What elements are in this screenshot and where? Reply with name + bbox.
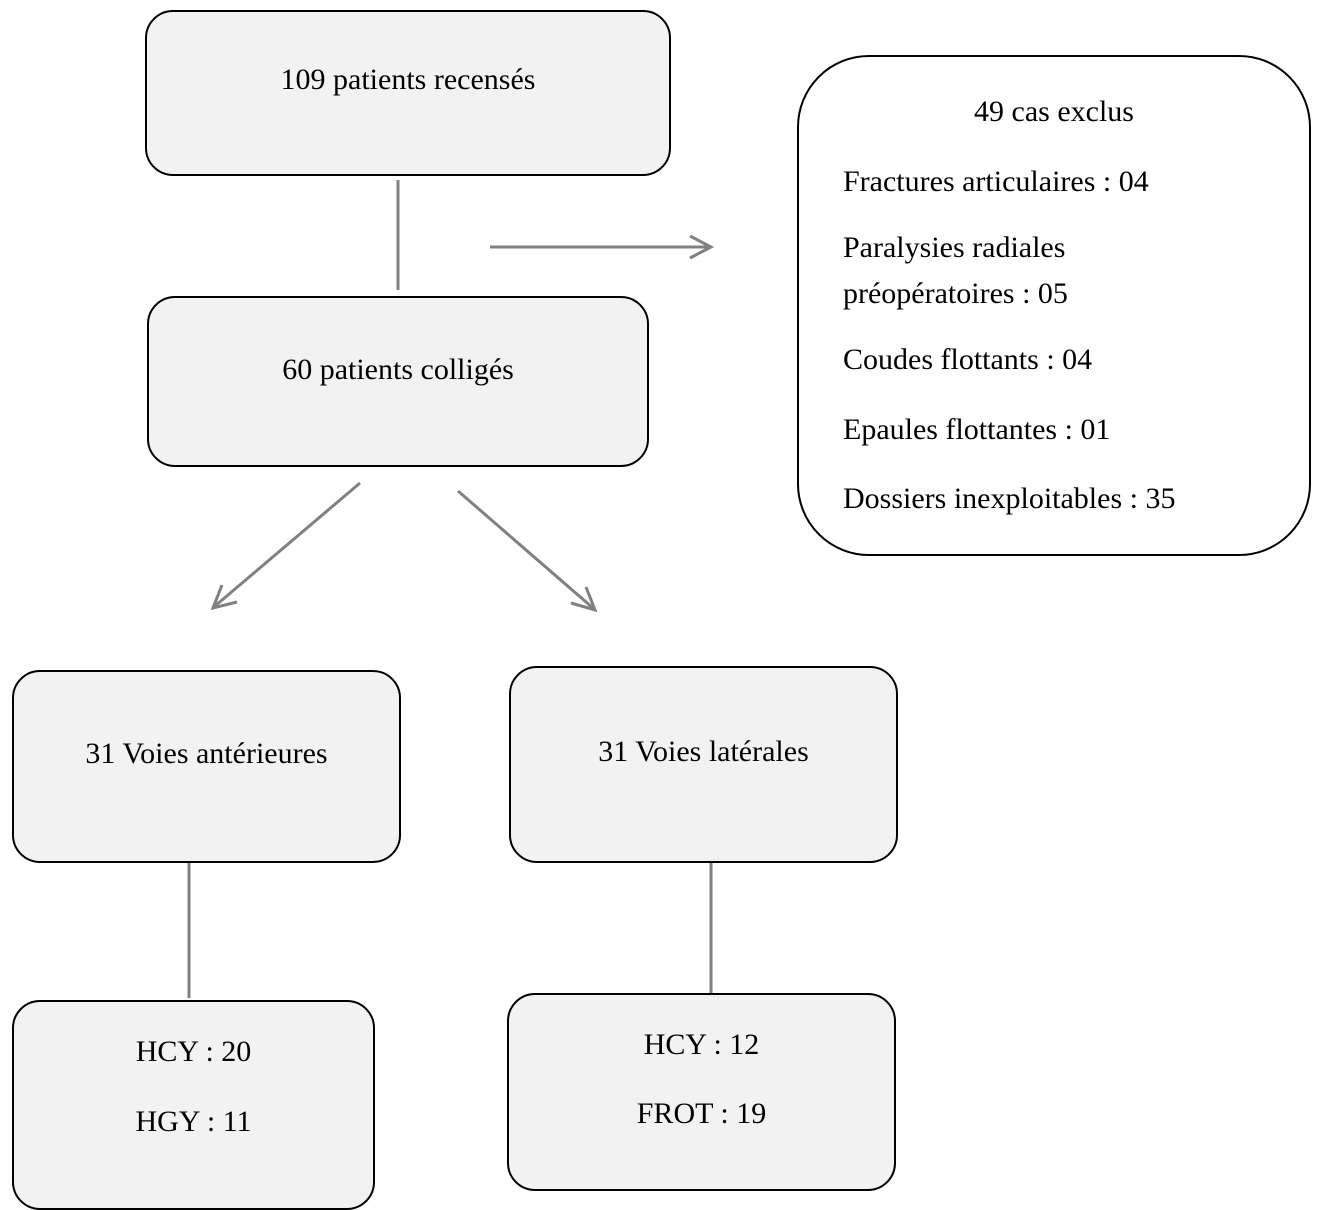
- exclusion-box: 49 cas exclus Fractures articulaires : 0…: [797, 55, 1311, 556]
- exclusion-title: 49 cas exclus: [974, 95, 1134, 128]
- node-label: 31 Voies antérieures: [85, 737, 328, 770]
- node-label: 31 Voies latérales: [598, 735, 809, 768]
- arrow: [457, 489, 594, 610]
- arrow-head: [210, 584, 238, 611]
- arrow-head: [689, 234, 715, 260]
- node-label: 109 patients recensés: [280, 63, 536, 96]
- exclusion-item: Epaules flottantes : 01: [843, 413, 1111, 446]
- arrow-head: [570, 586, 598, 613]
- node: 31 Voies latérales: [509, 666, 898, 863]
- node-label: 60 patients colligés: [282, 353, 514, 386]
- node-line: HCY : 12: [643, 1028, 760, 1061]
- node: 60 patients colligés: [147, 296, 649, 467]
- exclusion-item: Coudes flottants : 04: [843, 343, 1093, 376]
- node-line: HCY : 20: [135, 1035, 252, 1068]
- node-line: HGY : 11: [135, 1105, 252, 1138]
- exclusion-item: Paralysies radiales préopératoires : 05: [843, 231, 1068, 310]
- node-line: FROT : 19: [636, 1097, 767, 1130]
- node: 109 patients recensés: [145, 10, 671, 176]
- exclusion-item: Fractures articulaires : 04: [843, 165, 1149, 198]
- node: HCY : 20 HGY : 11: [12, 1000, 375, 1210]
- node: 31 Voies antérieures: [12, 670, 401, 863]
- arrow: [214, 481, 361, 608]
- node: HCY : 12 FROT : 19: [507, 993, 896, 1191]
- exclusion-item: Dossiers inexploitables : 35: [843, 482, 1176, 515]
